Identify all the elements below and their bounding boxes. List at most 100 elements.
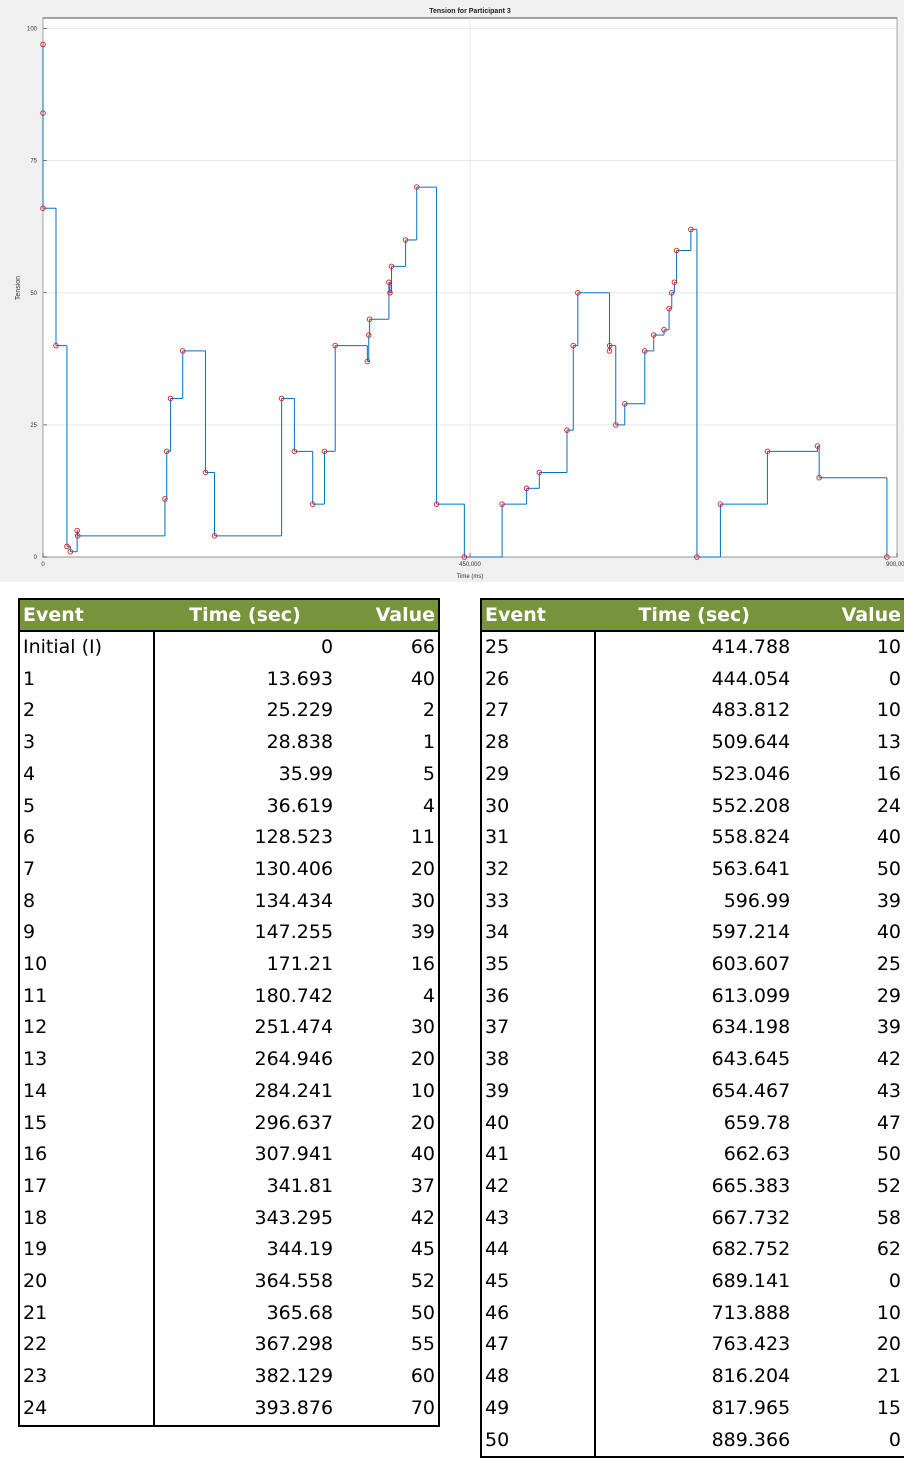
table-cell: 13 (876, 731, 901, 754)
table-row: 42 665.383 52 (481, 1170, 904, 1203)
x-axis-label: Time (ms) (457, 574, 484, 580)
table-cell: 307.941 (254, 1143, 334, 1166)
table-cell: 9 (19, 917, 155, 950)
table-cell: 341.81 (266, 1174, 334, 1197)
x-tick-label: 450,000 (459, 562, 481, 568)
table-cell: 66 (410, 636, 435, 658)
table-cell: 689.141 (711, 1270, 791, 1293)
table-cell: 37 (410, 1174, 435, 1197)
event-table: Event Time (sec) Value Initial (I) 0 66 1 13.69… (18, 598, 440, 1427)
table-row: 40 659.78 47 (481, 1107, 904, 1140)
table-cell: 597.214 (711, 921, 791, 944)
table-row: 33 596.99 39 (481, 885, 904, 918)
table-cell: 28 (481, 727, 597, 759)
table-cell: 45 (481, 1266, 597, 1298)
table-cell: 40 (876, 826, 901, 849)
table-cell: 10 (876, 699, 901, 722)
point-marker (321, 448, 328, 455)
table-row: 23 382.129 60 (19, 1361, 439, 1393)
table-cell: 134.434 (254, 889, 334, 912)
table-cell: 367.298 (254, 1333, 334, 1356)
table-row: 19 344.19 45 (19, 1234, 439, 1267)
table-cell: 4 (422, 794, 435, 817)
table-cell: 11 (19, 980, 155, 1013)
table-cell: 16 (876, 762, 901, 785)
table-cell: 10 (876, 636, 901, 658)
table-cell: 13 (19, 1044, 155, 1076)
point-marker (606, 348, 613, 354)
table-cell: 483.812 (711, 699, 791, 722)
table-row: 29 523.046 16 (481, 758, 904, 791)
table-cell: 25 (481, 631, 597, 664)
table-row: 6 128.523 11 (19, 822, 439, 854)
table-cell: 62 (876, 1238, 901, 1261)
point-marker (167, 395, 174, 402)
table-cell: 659.78 (723, 1111, 791, 1134)
point-marker (386, 279, 392, 285)
table-row: 21 365.68 50 (19, 1297, 439, 1330)
point-marker (575, 290, 581, 296)
table-cell: 6 (19, 822, 155, 854)
table-row: 16 307.941 40 (19, 1139, 439, 1171)
table-cell: 0 (320, 636, 334, 658)
table-row: 4 35.99 5 (19, 758, 439, 791)
table-row: 18 343.295 42 (19, 1202, 439, 1235)
table-cell: 444.054 (711, 667, 791, 690)
table-cell: 11 (410, 826, 435, 849)
table-row: 32 563.641 50 (481, 853, 904, 886)
table-cell: 39 (410, 921, 435, 944)
table-cell: 343.295 (254, 1206, 334, 1229)
table-cell: 296.637 (254, 1111, 334, 1134)
table-cell: 31 (481, 822, 597, 854)
table-row: 26 444.054 0 (481, 663, 904, 696)
table-cell: 42 (410, 1206, 435, 1229)
table-cell: 8 (19, 885, 155, 918)
table-cell: 33 (481, 885, 597, 918)
table-cell: 37 (481, 1012, 597, 1045)
table-cell: 47 (876, 1111, 901, 1134)
table-row: 25 414.788 10 (481, 631, 904, 664)
table-cell: 20 (410, 1048, 435, 1071)
table-cell: 414.788 (711, 636, 791, 658)
table-cell: 12 (19, 1012, 155, 1045)
table-cell: 4 (422, 984, 435, 1007)
table-cell: 558.824 (711, 826, 791, 849)
table-cell: 1 (422, 731, 435, 754)
y-tick-label: 100 (27, 27, 38, 33)
table-cell: 30 (481, 790, 597, 823)
point-marker (40, 205, 46, 211)
table-cell: 21 (876, 1365, 901, 1388)
table-cell: 128.523 (254, 826, 334, 849)
table-row: 3 28.838 1 (19, 727, 439, 759)
table-cell: 40 (410, 1143, 435, 1166)
table-cell: 25 (876, 953, 901, 976)
table-cell: 0 (888, 1270, 901, 1293)
table-cell: 28.838 (266, 731, 334, 754)
table-cell: 42 (481, 1170, 597, 1203)
point-marker (816, 474, 822, 481)
table-cell: 35.99 (278, 762, 334, 785)
point-marker (74, 527, 80, 534)
table-cell: 603.607 (711, 953, 791, 976)
y-axis-label: Tension (15, 276, 22, 300)
table-cell: 3 (19, 727, 155, 759)
table-cell: 39 (481, 1075, 597, 1108)
table-row: 22 367.298 55 (19, 1329, 439, 1362)
point-marker (67, 548, 74, 555)
table-row: 15 296.637 20 (19, 1107, 439, 1140)
table-row: 24 393.876 70 (19, 1392, 439, 1426)
chart: Tension for Participant 3 Tension Time (… (0, 0, 904, 582)
table-cell: 32 (481, 853, 597, 886)
header-row: Event Time (sec) Value (481, 599, 904, 632)
point-marker (162, 496, 168, 502)
column-header: Value (336, 599, 439, 632)
x-tick-label: 900,000 (886, 562, 904, 568)
point-marker (332, 342, 338, 349)
table-cell: 10 (410, 1079, 435, 1102)
point-marker (461, 554, 468, 560)
table-cell: 40 (481, 1107, 597, 1140)
table-row: 37 634.198 39 (481, 1012, 904, 1045)
table-cell: 70 (410, 1396, 435, 1419)
point-marker (622, 401, 628, 407)
table-cell: 47 (481, 1329, 597, 1362)
